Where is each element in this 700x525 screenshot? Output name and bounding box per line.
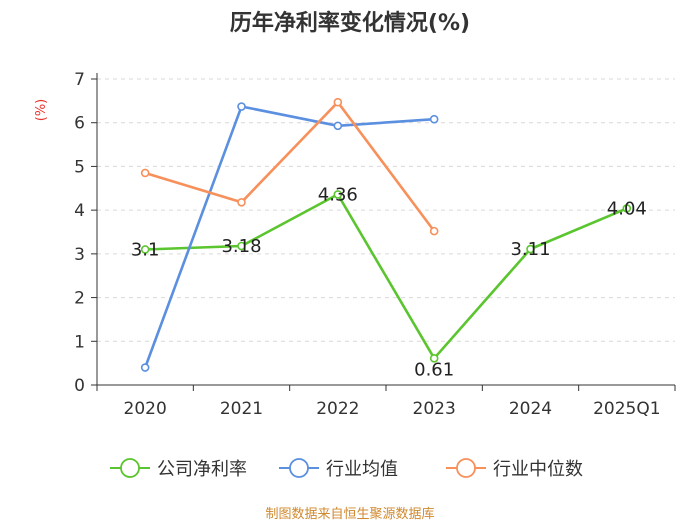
legend-marker-0 bbox=[120, 458, 140, 478]
x-tick-label: 2022 bbox=[316, 399, 359, 419]
data-point-1 bbox=[429, 114, 439, 124]
legend-marker-1 bbox=[289, 458, 309, 478]
x-tick-label: 2020 bbox=[124, 399, 167, 419]
data-labels: 3.1 3.18 4.36 0.61 3.11 4.04 bbox=[131, 184, 647, 380]
data-label: 0.61 bbox=[414, 359, 454, 380]
y-tick-label: 2 bbox=[74, 289, 85, 309]
data-point-1 bbox=[237, 102, 246, 111]
data-label: 4.36 bbox=[318, 184, 358, 205]
x-tick-label: 2025Q1 bbox=[593, 399, 660, 419]
legend-label: 行业中位数 bbox=[493, 459, 583, 480]
y-tick-label: 5 bbox=[74, 157, 85, 177]
data-point-0 bbox=[333, 190, 343, 199]
series-line-1 bbox=[143, 105, 435, 368]
data-label: 3.1 bbox=[131, 239, 160, 260]
y-tick-label: 7 bbox=[74, 70, 85, 90]
y-tick-label: 0 bbox=[74, 376, 85, 396]
gridlines bbox=[97, 78, 675, 342]
x-tick-label: 2023 bbox=[413, 399, 456, 419]
y-tick-label: 3 bbox=[74, 245, 85, 265]
series-lines bbox=[140, 97, 632, 372]
y-tick-label: 4 bbox=[74, 201, 85, 221]
y-tick-label: 1 bbox=[74, 332, 85, 352]
data-point-1 bbox=[333, 121, 343, 131]
y-tick-label: 6 bbox=[74, 114, 85, 134]
data-point-0 bbox=[237, 241, 246, 251]
legend-label: 公司净利率 bbox=[157, 459, 247, 480]
data-point-1 bbox=[140, 363, 150, 372]
series-line-2 bbox=[144, 100, 436, 232]
chart-title: 历年净利率变化情况(%) bbox=[230, 10, 470, 36]
legend: 公司净利率 行业均值 行业中位数 bbox=[110, 458, 583, 480]
data-point-2 bbox=[333, 97, 343, 107]
source-note: 制图数据来自恒生聚源数据库 bbox=[265, 506, 434, 522]
x-tick-label: 2021 bbox=[220, 399, 263, 419]
data-point-0 bbox=[622, 204, 632, 213]
legend-label: 行业均值 bbox=[326, 459, 398, 480]
data-point-2 bbox=[429, 226, 439, 236]
data-point-2 bbox=[237, 197, 246, 207]
x-tick-label: 2024 bbox=[509, 399, 552, 419]
data-label: 4.04 bbox=[607, 198, 647, 219]
data-point-0 bbox=[526, 244, 535, 254]
data-point-0 bbox=[429, 354, 439, 363]
data-point-0 bbox=[140, 245, 150, 254]
y-axis-label: (%) bbox=[34, 99, 49, 122]
legend-marker-2 bbox=[456, 458, 476, 478]
axes: 0 1 2 3 4 5 6 7 2020 2021 2022 2023 2024 2025Q1 bbox=[74, 70, 676, 419]
series-line-0 bbox=[145, 193, 628, 360]
data-label: 3.18 bbox=[221, 236, 261, 257]
data-label: 3.11 bbox=[510, 239, 550, 260]
data-point-2 bbox=[140, 168, 150, 178]
